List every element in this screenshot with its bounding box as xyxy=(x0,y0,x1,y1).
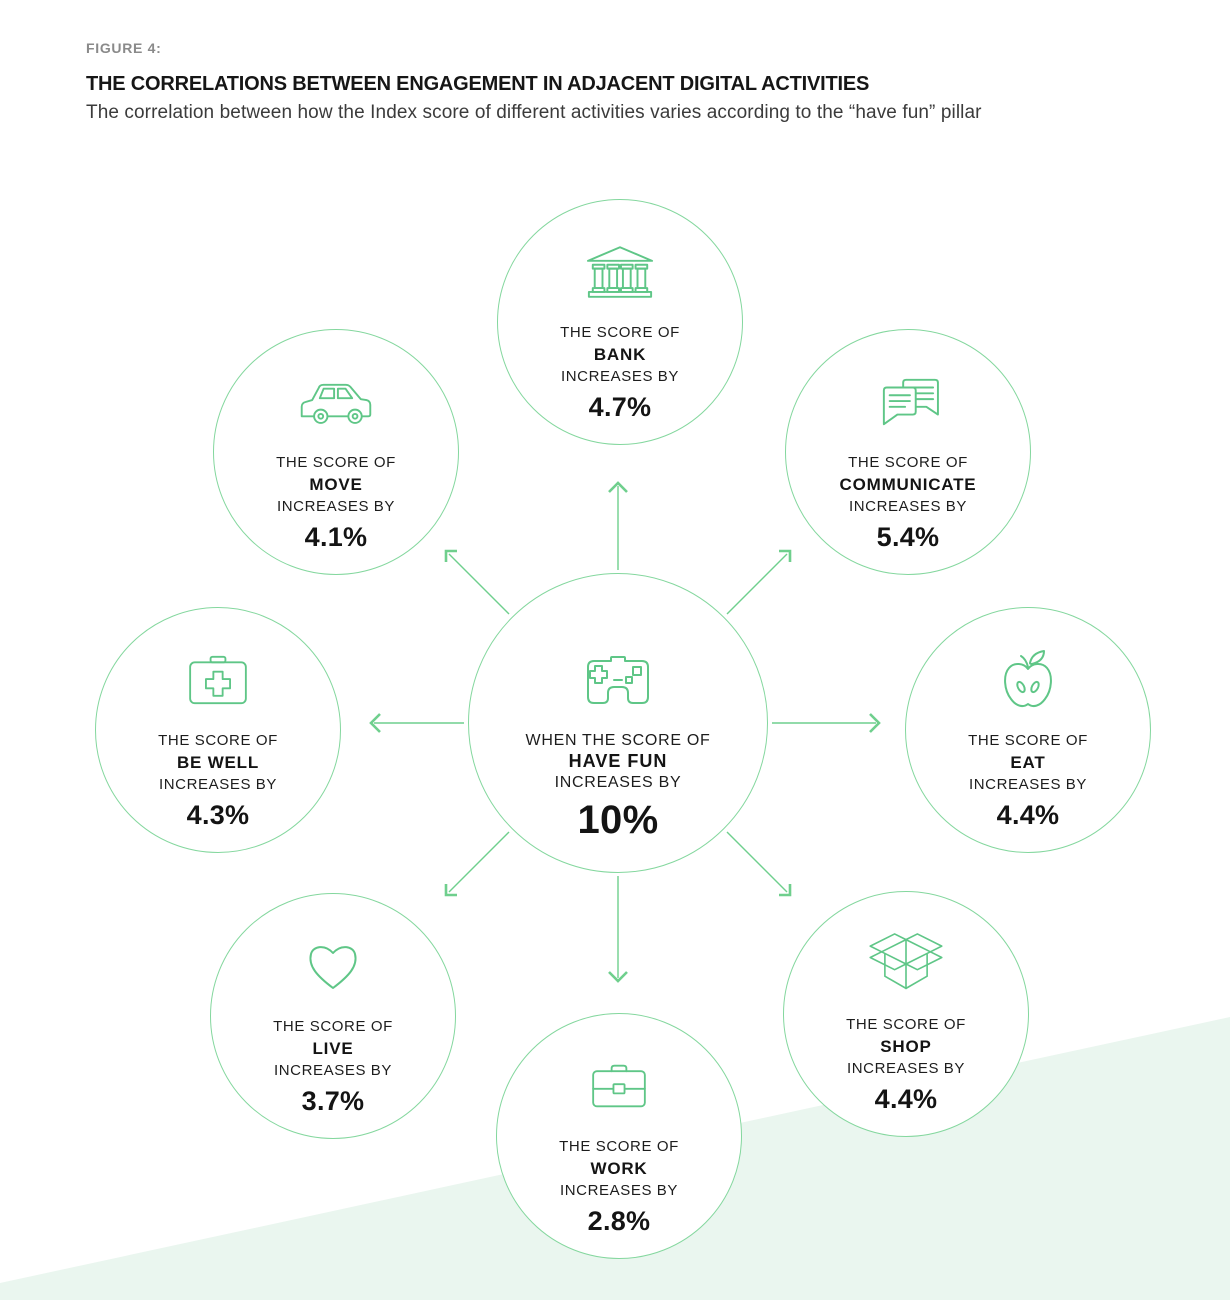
node-activity-name: BANK xyxy=(593,345,647,364)
node-activity-name: EAT xyxy=(1010,753,1046,772)
gamepad-icon xyxy=(587,656,649,704)
node-suffix: INCREASES BY xyxy=(560,368,680,385)
node-prefix: THE SCORE OF xyxy=(273,1018,393,1035)
node-suffix: INCREASES BY xyxy=(968,776,1088,793)
node-percent-value: 5.4% xyxy=(876,522,940,552)
node-activity-name: SHOP xyxy=(880,1037,932,1056)
node-prefix: THE SCORE OF xyxy=(968,732,1088,749)
node-percent-value: 4.4% xyxy=(874,1084,938,1114)
node-suffix: INCREASES BY xyxy=(273,1062,393,1079)
node-prefix: THE SCORE OF xyxy=(846,1016,966,1033)
node-prefix: THE SCORE OF xyxy=(559,1138,679,1155)
arrow-up-right xyxy=(726,549,792,615)
node-prefix: THE SCORE OF xyxy=(158,732,278,749)
node-suffix: INCREASES BY xyxy=(848,498,968,515)
node-percent-value: 2.8% xyxy=(587,1206,651,1236)
node-activity-name: WORK xyxy=(590,1159,648,1178)
node-activity-name: HAVE FUN xyxy=(568,751,668,771)
node-suffix: INCREASES BY xyxy=(559,1182,679,1199)
node-have-fun: WHEN THE SCORE OF HAVE FUN INCREASES BY … xyxy=(468,573,768,873)
first-aid-icon xyxy=(189,655,247,705)
bank-icon xyxy=(586,245,654,298)
node-bank: THE SCORE OF BANK INCREASES BY 4.7% xyxy=(497,199,743,445)
node-suffix: INCREASES BY xyxy=(554,774,682,791)
figure-header: FIGURE 4: THE CORRELATIONS BETWEEN ENGAG… xyxy=(86,40,1186,124)
node-communicate: THE SCORE OF COMMUNICATE INCREASES BY 5.… xyxy=(785,329,1031,575)
apple-icon xyxy=(1004,650,1052,708)
arrow-up xyxy=(608,481,628,570)
node-activity-name: COMMUNICATE xyxy=(839,475,977,494)
node-prefix: THE SCORE OF xyxy=(560,324,680,341)
node-activity-name: MOVE xyxy=(309,475,363,494)
node-percent-value: 4.4% xyxy=(996,800,1060,830)
node-move: THE SCORE OF MOVE INCREASES BY 4.1% xyxy=(213,329,459,575)
node-activity-name: LIVE xyxy=(312,1039,354,1058)
arrow-left xyxy=(369,713,464,733)
figure-title: THE CORRELATIONS BETWEEN ENGAGEMENT IN A… xyxy=(86,73,870,95)
node-suffix: INCREASES BY xyxy=(158,776,278,793)
node-prefix: WHEN THE SCORE OF xyxy=(525,732,711,749)
node-eat: THE SCORE OF EAT INCREASES BY 4.4% xyxy=(905,607,1151,853)
chat-bubbles-icon xyxy=(882,378,939,426)
node-prefix: THE SCORE OF xyxy=(276,454,396,471)
node-suffix: INCREASES BY xyxy=(276,498,396,515)
arrow-down-left xyxy=(444,831,510,897)
node-work: THE SCORE OF WORK INCREASES BY 2.8% xyxy=(496,1013,742,1259)
figure-label: FIGURE 4: xyxy=(86,40,162,56)
node-prefix: THE SCORE OF xyxy=(848,454,968,471)
arrow-up-left xyxy=(444,549,510,615)
arrow-down xyxy=(608,876,628,983)
node-be-well: THE SCORE OF BE WELL INCREASES BY 4.3% xyxy=(95,607,341,853)
node-percent-value: 4.7% xyxy=(588,392,652,422)
node-percent-value: 4.1% xyxy=(304,522,368,552)
node-shop: THE SCORE OF SHOP INCREASES BY 4.4% xyxy=(783,891,1029,1137)
figure-subtitle: The correlation between how the Index sc… xyxy=(86,102,982,123)
node-percent-value: 3.7% xyxy=(301,1086,365,1116)
arrow-right xyxy=(772,713,881,733)
heart-icon xyxy=(309,946,357,989)
node-suffix: INCREASES BY xyxy=(846,1060,966,1077)
briefcase-icon xyxy=(592,1064,646,1108)
open-box-icon xyxy=(869,933,943,990)
arrow-down-right xyxy=(726,831,792,897)
node-activity-name: BE WELL xyxy=(176,753,260,772)
node-live: THE SCORE OF LIVE INCREASES BY 3.7% xyxy=(210,893,456,1139)
node-percent-value: 10% xyxy=(577,798,659,842)
node-percent-value: 4.3% xyxy=(186,800,250,830)
car-icon xyxy=(300,383,372,424)
